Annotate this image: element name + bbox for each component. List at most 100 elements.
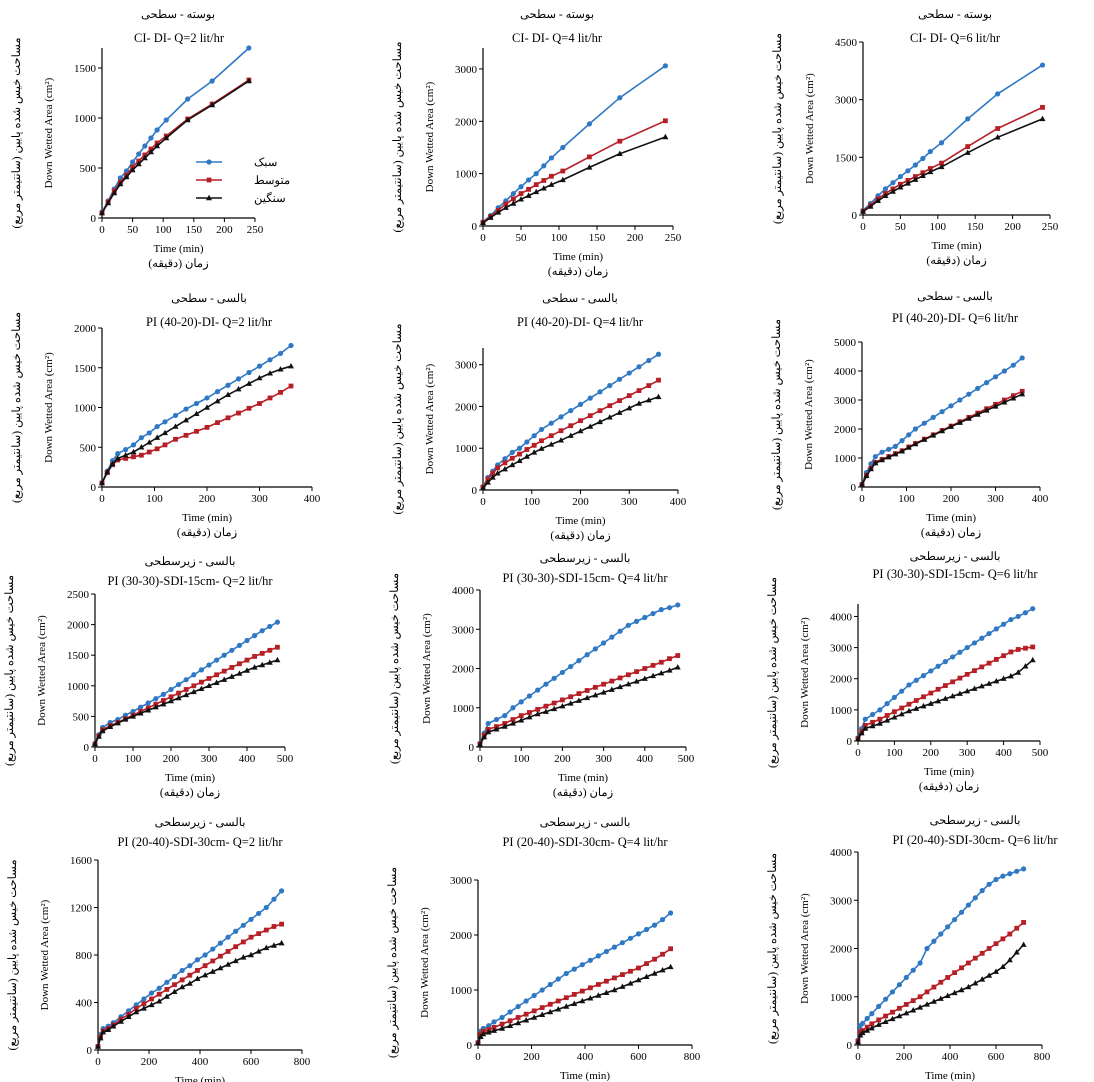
series-heavy <box>92 656 281 747</box>
data-point-heavy <box>1000 675 1007 681</box>
data-point-heavy <box>937 995 944 1001</box>
data-point-light <box>971 640 978 646</box>
data-point-light <box>217 940 223 946</box>
x-tick-label: 100 <box>146 493 163 505</box>
data-point-heavy <box>986 972 993 978</box>
data-point-light <box>138 704 144 710</box>
data-point-medium <box>928 690 934 696</box>
y-tick-label: 1000 <box>834 453 857 465</box>
data-point-medium <box>248 934 254 940</box>
data-point-heavy <box>206 682 212 688</box>
x-tick-label: 200 <box>1004 221 1021 233</box>
y-tick-label: 1000 <box>455 169 478 181</box>
data-point-heavy <box>525 192 532 198</box>
data-point-heavy <box>475 1040 481 1046</box>
y-axis-label: Down Wetted Area (cm²) <box>43 77 55 188</box>
y-axis-label-fa: مساحت خیس شده پایین (سانتیمتر مربع) <box>771 33 784 224</box>
data-point-light <box>560 144 566 151</box>
y-tick-label: 1500 <box>74 63 97 75</box>
data-point-heavy <box>956 690 963 696</box>
data-point-heavy <box>111 189 118 196</box>
data-point-light <box>154 127 160 133</box>
x-tick-label: 600 <box>630 1051 647 1063</box>
data-point-heavy <box>484 479 491 485</box>
data-point-medium <box>271 924 277 929</box>
y-tick-label: 1000 <box>74 113 97 125</box>
x-tick-label: 200 <box>523 1051 540 1063</box>
data-point-light <box>650 610 656 617</box>
data-point-heavy <box>917 1004 924 1010</box>
data-point-medium <box>523 1011 529 1017</box>
data-point-heavy <box>130 713 136 719</box>
data-point-heavy <box>927 168 934 175</box>
data-point-heavy <box>95 1043 101 1049</box>
data-point-medium <box>527 710 532 715</box>
series-line-medium <box>101 385 292 484</box>
data-point-light <box>864 1015 870 1022</box>
x-tick-label: 300 <box>595 753 612 765</box>
series-line-light <box>479 604 679 744</box>
data-point-medium <box>257 401 262 406</box>
data-point-light <box>136 151 142 157</box>
x-tick-label: 500 <box>277 753 294 765</box>
data-point-medium <box>628 968 633 974</box>
data-point-heavy <box>214 397 221 404</box>
data-point-light <box>643 926 650 933</box>
series-heavy <box>477 664 681 747</box>
data-point-heavy <box>635 976 642 983</box>
data-point-heavy <box>1007 673 1014 679</box>
data-point-heavy <box>910 1007 917 1013</box>
x-tick-label: 0 <box>855 1051 861 1063</box>
y-axis-label-fa: مساحت خیس شده پایین (سانتیمتر مربع) <box>386 867 399 1058</box>
data-point-medium <box>910 998 916 1004</box>
x-tick-label: 500 <box>678 753 695 765</box>
data-point-heavy <box>477 1033 484 1039</box>
data-point-medium <box>972 668 977 674</box>
data-point-heavy <box>125 1013 132 1019</box>
data-point-medium <box>229 665 235 670</box>
data-point-heavy <box>135 160 142 167</box>
data-point-heavy <box>248 951 254 958</box>
data-point-medium <box>942 683 948 688</box>
data-point-light <box>651 922 658 928</box>
data-point-heavy <box>117 180 124 187</box>
y-axis-label: Down Wetted Area (cm²) <box>36 615 48 726</box>
data-point-light <box>115 451 121 457</box>
data-point-medium <box>899 705 905 711</box>
series-line-light <box>94 621 278 745</box>
y-tick-label: 3000 <box>450 875 473 887</box>
data-point-medium <box>646 383 652 388</box>
chart-panel-5: بالسی - سطحی PI (40-20)-DI- Q=4 lit/hr 0 10… <box>391 292 687 542</box>
data-point-light <box>912 426 919 432</box>
x-tick-label: 250 <box>247 224 264 236</box>
data-point-heavy <box>855 1038 861 1045</box>
chart-panel-7: بالسی - زیرسطحی PI (30-30)-SDI-15cm- Q=2 … <box>3 555 294 799</box>
y-tick-label: 0 <box>852 210 858 222</box>
series-heavy <box>855 941 1027 1045</box>
data-point-heavy <box>986 680 993 686</box>
series-light <box>477 602 681 746</box>
y-tick-label: 3000 <box>830 895 853 907</box>
data-point-light <box>246 369 252 376</box>
data-point-medium <box>957 675 963 681</box>
data-point-light <box>221 652 227 658</box>
data-point-heavy <box>138 444 145 450</box>
data-point-heavy <box>92 740 98 747</box>
data-point-light <box>543 681 549 687</box>
data-point-heavy <box>555 1006 562 1012</box>
data-point-light <box>905 168 911 174</box>
data-point-heavy <box>885 453 892 460</box>
data-point-medium <box>237 661 242 667</box>
data-point-heavy <box>641 675 648 681</box>
x-tick-label: 100 <box>513 753 530 765</box>
data-point-heavy <box>487 214 494 220</box>
data-point-light <box>877 707 883 713</box>
data-point-heavy <box>964 687 971 694</box>
chart-panel-4: بالسی - سطحی PI (40-20)-DI- Q=2 lit/hr 0 50… <box>10 292 321 539</box>
x-tick-label: 150 <box>967 221 984 233</box>
data-point-light <box>642 614 648 621</box>
x-axis-label-fa: زمان (دقیقه) <box>919 780 980 793</box>
y-tick-label: 0 <box>469 742 475 754</box>
data-point-medium <box>587 413 593 419</box>
y-axis-label: Down Wetted Area (cm²) <box>424 363 436 474</box>
